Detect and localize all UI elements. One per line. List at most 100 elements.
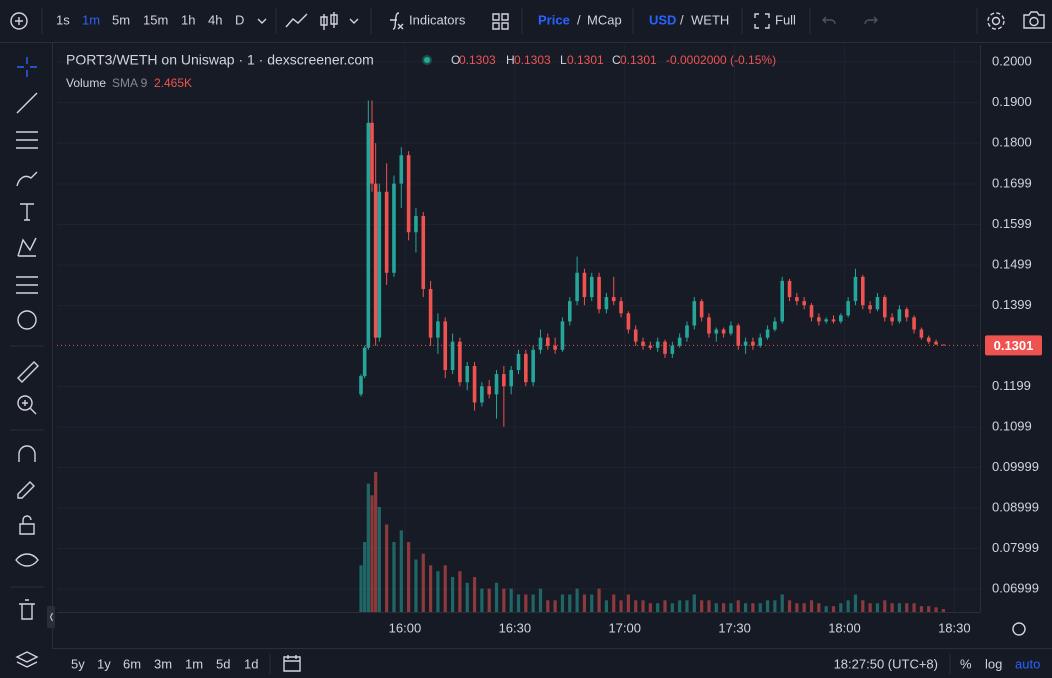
ohlc-value: 0.1301 <box>620 53 657 67</box>
volume-bar <box>883 600 887 612</box>
volume-bar <box>546 600 550 612</box>
settings-icon[interactable] <box>991 16 1001 26</box>
range[interactable]: 3m <box>154 656 172 671</box>
interval[interactable]: 4h <box>208 12 222 27</box>
undo-icon[interactable] <box>822 16 836 25</box>
range[interactable]: 1m <box>185 656 203 671</box>
candle-body <box>553 345 557 350</box>
interval[interactable]: 5m <box>112 12 130 27</box>
candle-body <box>480 386 484 403</box>
camera-icon[interactable] <box>1023 11 1045 29</box>
volume-bar <box>912 603 916 612</box>
volume-bar <box>831 606 836 612</box>
candle-body <box>359 376 363 395</box>
ruler-icon[interactable] <box>17 361 39 383</box>
redo-icon[interactable] <box>864 16 878 25</box>
x-tick-label: 16:00 <box>389 620 422 635</box>
lock-draw-icon[interactable] <box>17 481 35 499</box>
volume-bar <box>743 603 748 612</box>
x-tick-label: 17:30 <box>718 620 751 635</box>
volume-bar <box>758 603 762 612</box>
brush-icon[interactable] <box>16 171 38 187</box>
y-tick-label: 0.1699 <box>992 175 1032 190</box>
candle-icon[interactable] <box>320 12 338 30</box>
chevron[interactable] <box>257 18 267 24</box>
percent-toggle[interactable]: % <box>960 656 972 671</box>
interval[interactable]: 1h <box>181 12 195 27</box>
interval[interactable]: 15m <box>143 12 168 27</box>
add-icon[interactable] <box>10 12 28 30</box>
text-icon[interactable] <box>20 203 34 221</box>
ohlc-letter: O <box>451 53 460 67</box>
volume-bar <box>516 594 521 612</box>
interval[interactable]: D <box>235 12 244 27</box>
range[interactable]: 5y <box>71 656 85 671</box>
range[interactable]: 1y <box>97 656 111 671</box>
chevron[interactable] <box>349 18 359 24</box>
candle-body <box>362 347 367 377</box>
volume-bar <box>846 600 850 612</box>
indicators-button[interactable]: Indicators <box>409 12 466 27</box>
layout-icon[interactable] <box>492 13 509 30</box>
pattern-icon[interactable] <box>17 237 37 257</box>
prediction-icon[interactable] <box>16 276 38 294</box>
fx-icon[interactable] <box>390 12 404 30</box>
volume-bar <box>670 603 674 612</box>
x-tick-label: 16:30 <box>499 620 532 635</box>
fullscreen-icon[interactable] <box>754 13 770 29</box>
candle-body <box>392 183 396 273</box>
range[interactable]: 1d <box>244 656 258 671</box>
settings-icon-ring <box>987 12 1005 30</box>
candle-body <box>516 353 521 371</box>
candle-body <box>560 321 565 350</box>
candle-body <box>399 155 404 184</box>
calendar-icon[interactable] <box>283 655 301 672</box>
auto-toggle[interactable]: auto <box>1015 656 1040 671</box>
volume-bar <box>802 603 806 612</box>
candle-body <box>472 365 477 403</box>
eye-icon[interactable] <box>15 553 39 567</box>
x-tick-label: 18:00 <box>828 620 861 635</box>
volume-bar <box>919 606 923 612</box>
volume-bar <box>575 588 579 612</box>
weth-toggle[interactable]: WETH <box>691 12 729 27</box>
volume-bar <box>363 542 367 612</box>
volume-bar <box>692 594 696 612</box>
mcap-toggle[interactable]: MCap <box>587 12 622 27</box>
log-toggle[interactable]: log <box>985 656 1002 671</box>
trendline-icon[interactable] <box>16 92 38 114</box>
axis-settings-icon[interactable] <box>1012 622 1026 636</box>
magnet-icon[interactable] <box>18 445 36 462</box>
full-button[interactable]: Full <box>775 12 796 27</box>
x-tick-label: 18:30 <box>938 620 971 635</box>
usd-toggle[interactable]: USD <box>649 12 676 27</box>
price-toggle[interactable]: Price <box>538 12 570 27</box>
range[interactable]: 5d <box>216 656 230 671</box>
ohlc-letter: L <box>560 53 567 67</box>
volume-bar <box>428 565 433 612</box>
y-tick-label: 0.1900 <box>992 94 1032 109</box>
range[interactable]: 6m <box>123 656 141 671</box>
candle-body <box>817 317 821 322</box>
candle-body <box>384 191 389 273</box>
layers-icon[interactable] <box>15 651 39 668</box>
line-chart-icon[interactable] <box>285 13 308 28</box>
candle-body <box>377 191 382 338</box>
volume-bar <box>450 577 455 612</box>
lock-icon[interactable] <box>19 515 35 535</box>
interval[interactable]: 1s <box>56 12 70 27</box>
trash-icon[interactable] <box>19 599 35 620</box>
candle-body <box>373 183 378 338</box>
interval-active[interactable]: 1m <box>82 12 100 27</box>
zoom-icon[interactable] <box>17 395 33 411</box>
candle-body <box>809 305 814 318</box>
volume-bar <box>487 588 491 612</box>
candle-body <box>524 353 528 383</box>
emoji-icon[interactable] <box>17 310 37 330</box>
plot-area <box>57 45 980 612</box>
crosshair-icon[interactable] <box>17 57 37 77</box>
y-tick-label: 0.1599 <box>992 216 1032 231</box>
candle-body <box>458 341 462 383</box>
fib-icon[interactable] <box>16 131 38 149</box>
